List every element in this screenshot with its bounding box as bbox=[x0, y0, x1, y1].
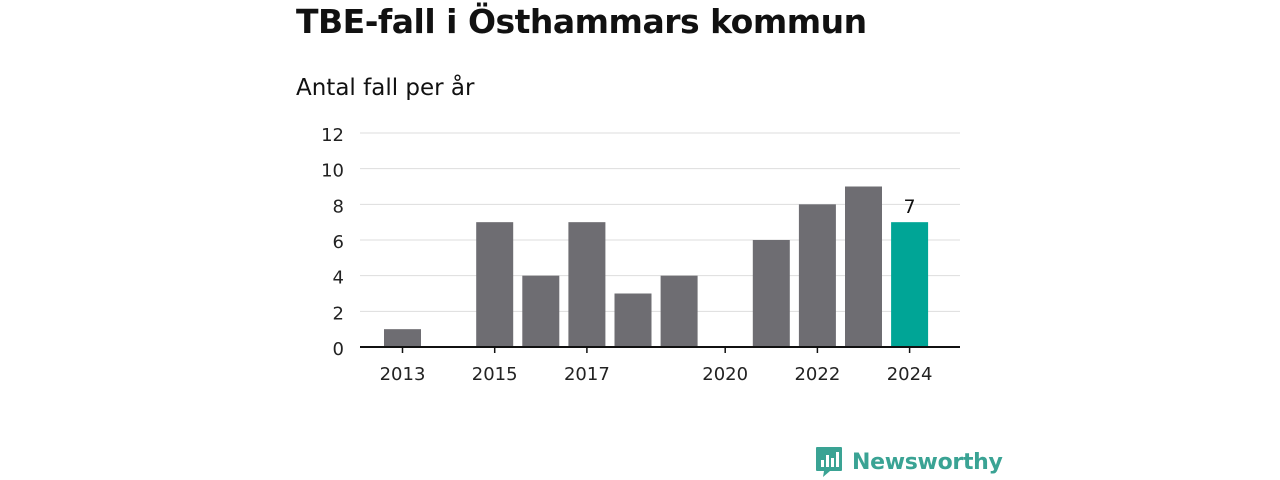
x-tick-label: 2020 bbox=[702, 364, 748, 385]
bar-2013 bbox=[384, 329, 421, 347]
x-tick-label: 2015 bbox=[472, 364, 518, 385]
brand: Newsworthy bbox=[815, 446, 1003, 478]
bar-2023 bbox=[845, 186, 882, 347]
brand-name: Newsworthy bbox=[852, 449, 1003, 475]
data-label: 7 bbox=[904, 196, 916, 218]
x-tick-label: 2017 bbox=[564, 364, 610, 385]
x-tick-label: 2022 bbox=[794, 364, 840, 385]
bar-2019 bbox=[660, 275, 698, 347]
y-tick-label: 0 bbox=[333, 339, 344, 360]
x-tick-label: 2024 bbox=[887, 364, 933, 385]
y-tick-label: 2 bbox=[333, 303, 344, 324]
y-tick-label: 4 bbox=[333, 268, 344, 289]
bar-2017 bbox=[568, 222, 606, 347]
chart-title: TBE-fall i Östhammars kommun bbox=[296, 2, 867, 41]
y-tick-label: 8 bbox=[333, 196, 344, 217]
chart-subtitle: Antal fall per år bbox=[296, 75, 475, 101]
bar-2018 bbox=[614, 293, 652, 347]
y-tick-label: 6 bbox=[333, 232, 344, 253]
x-tick-label: 2013 bbox=[380, 364, 426, 385]
bar-2015 bbox=[476, 222, 514, 347]
newsworthy-logo-icon bbox=[816, 447, 842, 477]
bar-chart: 0 2 4 6 8 10 12 2013 2015 2017 2020 2022 2024 7 bbox=[321, 125, 960, 385]
bar-2021 bbox=[752, 240, 790, 347]
y-tick-label: 10 bbox=[321, 161, 344, 182]
y-tick-label: 12 bbox=[321, 125, 344, 146]
bar-2024 bbox=[891, 222, 929, 347]
bar-2016 bbox=[522, 275, 560, 347]
bar-2022 bbox=[798, 204, 836, 347]
